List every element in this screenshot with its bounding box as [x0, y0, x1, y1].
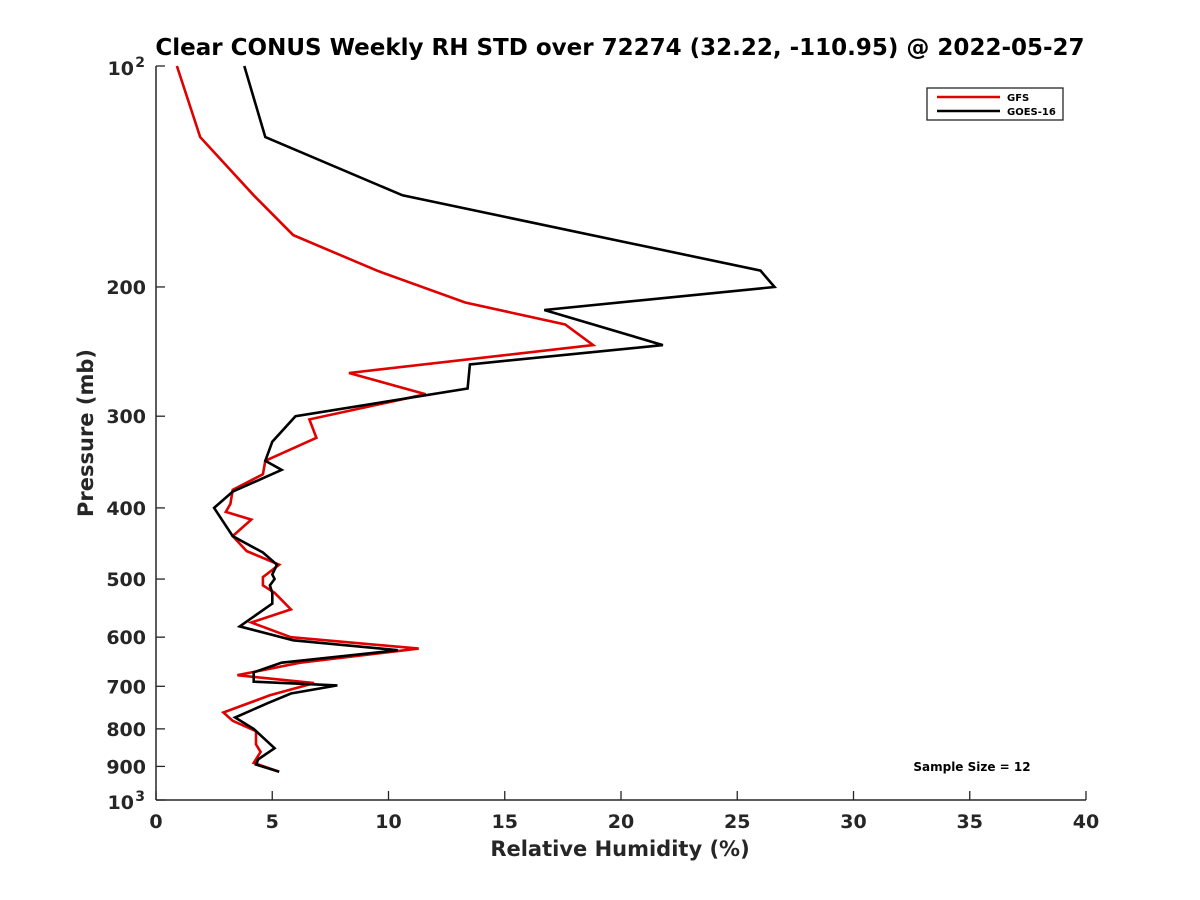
y-decade-exponent: 3 — [135, 789, 145, 805]
legend: GFS GOES-16 — [926, 87, 1064, 121]
series-line-gfs — [175, 65, 597, 773]
axis-ticks: 0 5 10 15 20 25 30 35 40 200 300 400 500 600 700 800 900… — [106, 55, 1099, 833]
y-axis-label: Pressure (mb) — [74, 349, 98, 517]
y-tick-label: 500 — [106, 569, 146, 591]
sample-size-annotation: Sample Size = 12 — [913, 760, 1030, 774]
y-decade-label: 10 — [108, 792, 134, 814]
x-tick-label: 30 — [840, 811, 866, 833]
y-tick-label: 200 — [106, 277, 146, 299]
chart-title: Clear CONUS Weekly RH STD over 72274 (32… — [155, 35, 1084, 61]
x-tick-label: 25 — [724, 811, 750, 833]
x-tick-label: 35 — [957, 811, 983, 833]
x-tick-label: 15 — [492, 811, 518, 833]
x-tick-label: 0 — [149, 811, 162, 833]
y-tick-label: 700 — [106, 676, 146, 698]
legend-box — [926, 87, 1064, 121]
legend-entry-goes16: GOES-16 — [1007, 107, 1056, 118]
legend-entry-gfs: GFS — [1007, 93, 1029, 104]
plot-axes — [155, 66, 1086, 801]
x-tick-label: 20 — [608, 811, 634, 833]
y-tick-label: 800 — [106, 719, 146, 741]
y-decade-label: 10 — [108, 58, 134, 80]
x-tick-label: 5 — [266, 811, 279, 833]
y-tick-label: 400 — [106, 498, 146, 520]
y-tick-label: 600 — [106, 627, 146, 649]
x-tick-label: 10 — [375, 811, 401, 833]
y-tick-label: 900 — [106, 756, 146, 778]
y-tick-label: 300 — [106, 406, 146, 428]
x-axis-label: Relative Humidity (%) — [490, 837, 749, 861]
y-decade-exponent: 2 — [135, 55, 145, 71]
x-tick-label: 40 — [1073, 811, 1099, 833]
series-lines — [175, 65, 778, 773]
series-line-goes16 — [212, 65, 778, 773]
